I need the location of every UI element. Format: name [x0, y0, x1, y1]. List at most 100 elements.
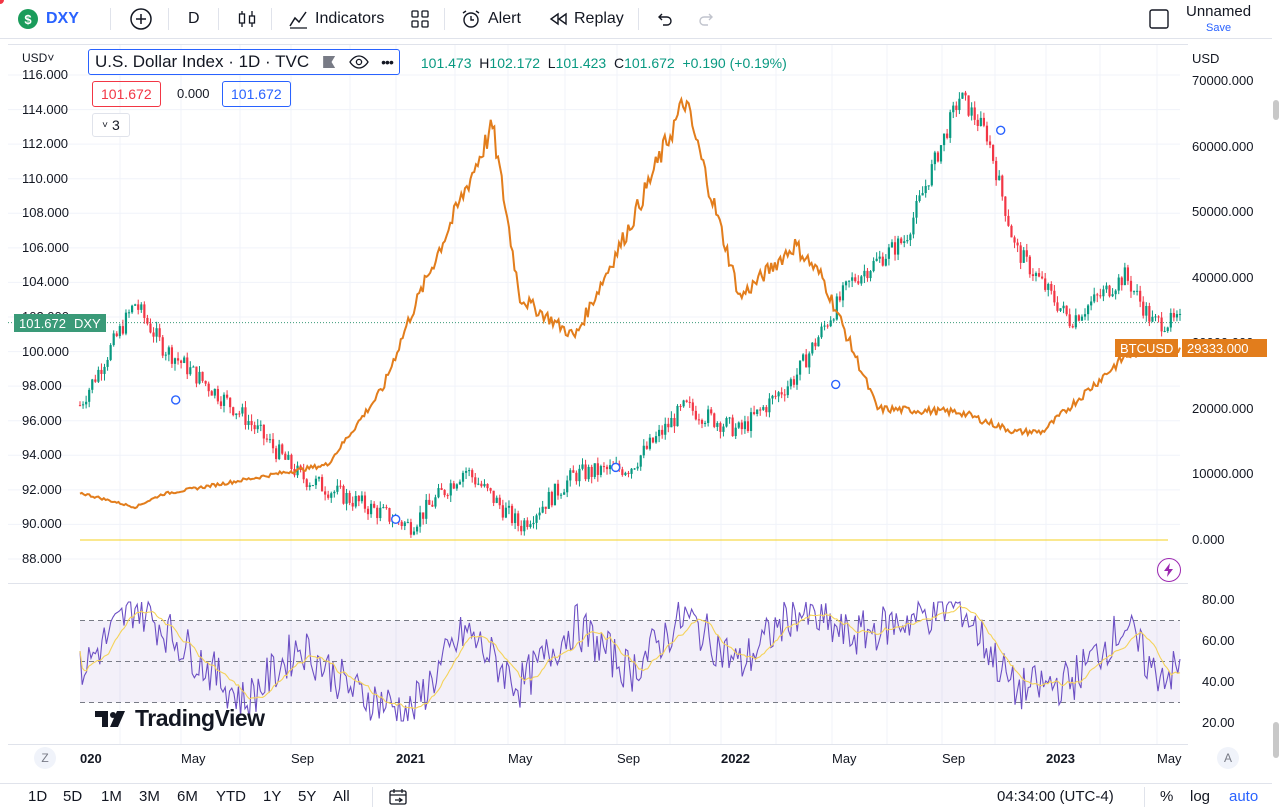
chart-type-button[interactable] [236, 0, 258, 38]
dxy-candle-body [1004, 196, 1007, 216]
range-button-5d[interactable]: 5D [63, 788, 83, 805]
high-label: H [479, 55, 490, 71]
time-axis-label: May [181, 751, 206, 766]
dxy-candle-body [124, 312, 128, 334]
dxy-candle-body [930, 164, 933, 186]
currency-selector[interactable]: USD˅ [22, 51, 55, 65]
dxy-candle-body [238, 413, 241, 415]
dxy-candle-body [566, 480, 569, 493]
time-axis-label: May [508, 751, 533, 766]
range-button-all[interactable]: All [333, 788, 350, 805]
collapse-indicators-button[interactable]: ˅ 3 [92, 113, 130, 137]
change-value: +0.190 (+0.19%) [682, 55, 787, 71]
dxy-candle-body [814, 342, 817, 347]
lightning-icon [1164, 563, 1173, 577]
dxy-candle-body [477, 483, 480, 485]
dxy-candle-body [893, 242, 897, 255]
dxy-candle-body [1025, 250, 1028, 257]
right-axis-tick: 10000.000 [1192, 466, 1254, 482]
dxy-candle-body [737, 422, 740, 428]
dxy-candle-body [268, 439, 272, 441]
alert-button[interactable]: Alert [460, 0, 521, 38]
left-axis-tick: 98.000 [22, 378, 62, 394]
buy-price-box[interactable]: 101.672 [222, 81, 291, 107]
dxy-candle-body [471, 470, 474, 478]
dxy-candle-body [222, 394, 226, 406]
range-button-5y[interactable]: 5Y [298, 788, 317, 805]
dxy-candle-body [461, 472, 465, 482]
interval-button[interactable]: D [188, 10, 200, 27]
dxy-tag-value: 101.672 [19, 315, 66, 331]
dividend-marker [170, 395, 181, 405]
dxy-candle-body [854, 277, 857, 282]
dxy-candle-body [906, 240, 909, 242]
rsi-axis-tick: 60.00 [1202, 633, 1235, 648]
btc-label-tag: BTCUSD [1115, 339, 1179, 357]
dxy-candle-body [388, 508, 391, 522]
dxy-candle-body [443, 489, 446, 496]
dxy-candle-body [498, 497, 501, 506]
lightning-button[interactable] [1157, 558, 1181, 582]
top-toolbar: $ DXY D Indicators Alert Replay Unnamed … [0, 0, 1280, 39]
dxy-candle-body [1117, 277, 1120, 291]
dxy-candle-body [1062, 305, 1065, 309]
legend-title-box[interactable]: U.S. Dollar Index · 1D · TVC ••• [88, 49, 400, 75]
tradingview-watermark[interactable]: TradingView [95, 705, 265, 732]
ohlc-values: O101.473 H102.172 L101.423 C101.672 +0.1… [410, 55, 787, 71]
dxy-candle-body [311, 485, 314, 487]
dxy-candle-body [523, 520, 526, 532]
compare-button[interactable] [129, 0, 153, 38]
dxy-candle-body [976, 119, 979, 126]
auto-toggle[interactable]: auto [1229, 788, 1259, 805]
dxy-candle-body [109, 345, 112, 360]
layout-name-button[interactable]: Unnamed Save [1186, 4, 1251, 36]
undo-button[interactable] [654, 0, 674, 38]
percent-toggle[interactable]: % [1160, 788, 1174, 805]
dxy-candle-body [373, 503, 376, 508]
window-close-dot[interactable] [0, 0, 4, 4]
templates-button[interactable] [409, 0, 431, 38]
flag-icon[interactable] [323, 56, 336, 68]
dxy-candle-body [759, 409, 762, 411]
dxy-candle-body [866, 270, 869, 279]
auto-a-button[interactable]: A [1217, 747, 1239, 769]
dxy-candle-body [590, 466, 593, 477]
dxy-candle-body [241, 407, 244, 414]
range-button-3m[interactable]: 3M [139, 788, 160, 805]
timezone-clock[interactable]: 04:34:00 (UTC-4) [997, 788, 1114, 805]
dxy-candle-body [1068, 314, 1071, 327]
dxy-candle-body [777, 392, 780, 397]
scrollbar-thumb-lower[interactable] [1273, 722, 1279, 758]
indicators-button[interactable]: Indicators [287, 0, 384, 38]
dxy-candle-body [991, 144, 995, 161]
symbol-search[interactable]: $ DXY [18, 0, 79, 38]
replay-button[interactable]: Replay [547, 0, 624, 38]
dxy-candle-body [406, 522, 409, 524]
dxy-candle-body [250, 421, 253, 426]
dxy-candle-body [700, 419, 704, 424]
zoom-z-button[interactable]: Z [34, 747, 56, 769]
dxy-candle-body [232, 407, 235, 416]
dxy-candle-body [216, 388, 219, 402]
sell-price-box[interactable]: 101.672 [92, 81, 161, 107]
dxy-candle-body [832, 319, 835, 321]
eye-icon[interactable] [349, 55, 369, 69]
pane-separator[interactable] [8, 583, 1188, 584]
range-button-1m[interactable]: 1M [101, 788, 122, 805]
dxy-candle-body [783, 394, 786, 396]
log-toggle[interactable]: log [1190, 788, 1211, 805]
dxy-candle-body [985, 125, 989, 142]
range-button-1d[interactable]: 1D [28, 788, 48, 805]
redo-button[interactable] [697, 0, 717, 38]
range-button-1y[interactable]: 1Y [263, 788, 282, 805]
range-button-6m[interactable]: 6M [177, 788, 198, 805]
date-range-button[interactable] [388, 788, 408, 810]
scrollbar-thumb[interactable] [1273, 100, 1279, 120]
dxy-candle-body [881, 256, 884, 266]
range-button-ytd[interactable]: YTD [216, 788, 246, 805]
page-scrollbar[interactable] [1272, 0, 1280, 809]
layout-icon-button[interactable] [1148, 0, 1170, 38]
more-icon[interactable]: ••• [381, 54, 394, 70]
dxy-candle-body [805, 354, 808, 368]
